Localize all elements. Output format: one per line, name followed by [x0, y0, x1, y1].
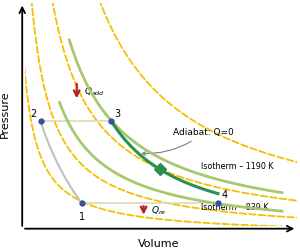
Text: 3: 3	[114, 109, 121, 119]
Text: $Q_{re}$: $Q_{re}$	[151, 204, 167, 217]
Text: Isotherm – 1190 K: Isotherm – 1190 K	[201, 162, 273, 170]
Text: 1: 1	[79, 212, 85, 222]
Text: Isotherm – 839 K: Isotherm – 839 K	[201, 203, 268, 212]
Text: Adiabat: Q=0: Adiabat: Q=0	[142, 128, 234, 156]
Text: $Q_{add}$: $Q_{add}$	[84, 86, 105, 99]
Text: Volume: Volume	[138, 239, 179, 249]
Text: 4: 4	[222, 190, 228, 200]
Text: 2: 2	[30, 109, 37, 119]
Text: Pressure: Pressure	[0, 91, 10, 138]
